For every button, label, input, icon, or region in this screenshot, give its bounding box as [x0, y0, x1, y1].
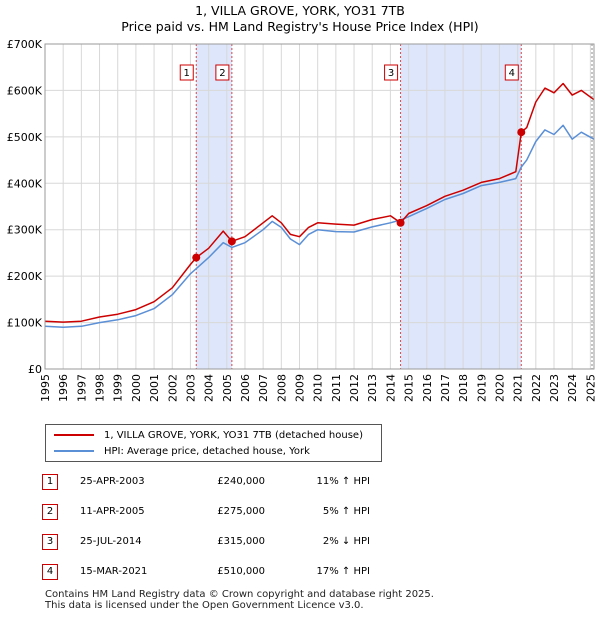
x-tick-label: 2020	[493, 374, 506, 402]
transaction-date: 25-JUL-2014	[80, 536, 142, 547]
x-tick-label: 2015	[403, 374, 416, 402]
x-tick-label: 2009	[294, 374, 307, 402]
transaction-date: 15-MAR-2021	[80, 566, 148, 577]
legend-item-property: 1, VILLA GROVE, YORK, YO31 7TB (detached…	[54, 428, 363, 442]
sale-label-number-3: 3	[388, 68, 394, 79]
sale-label-box-4	[504, 64, 519, 81]
x-tick-label: 1995	[39, 374, 52, 402]
transaction-price: £240,000	[217, 476, 265, 487]
x-tick-label: 2013	[366, 374, 379, 402]
x-tick-label: 1997	[75, 374, 88, 402]
transaction-hpi-diff: 11% ↑ HPI	[316, 476, 370, 487]
footer-licence: This data is licensed under the Open Gov…	[45, 599, 364, 611]
x-tick-label: 1998	[94, 374, 107, 402]
sale-label-box-2	[215, 64, 230, 81]
x-tick-label: 2018	[457, 374, 470, 402]
transaction-price: £315,000	[217, 536, 265, 547]
x-tick-label: 2025	[584, 374, 597, 402]
price-chart: £0 £100K £200K £300K £400K £500K £600K £700K 199…	[7, 38, 598, 402]
y-tick-label: £600K	[7, 84, 43, 97]
legend-item-hpi: HPI: Average price, detached house, York	[54, 444, 310, 458]
footer-copyright: Contains HM Land Registry data © Crown c…	[45, 589, 434, 600]
x-tick-label: 1996	[57, 374, 70, 402]
y-tick-label: £400K	[7, 177, 43, 190]
x-tick-label: 2010	[312, 374, 325, 402]
x-tick-label: 2023	[548, 374, 561, 402]
transaction-price: £275,000	[217, 506, 265, 517]
x-tick-label: 2003	[184, 374, 197, 402]
x-tick-label: 2012	[348, 374, 361, 402]
plot-frame	[44, 43, 595, 370]
transaction-date: 25-APR-2003	[80, 476, 145, 487]
chart-title-address: 1, VILLA GROVE, YORK, YO31 7TB	[195, 3, 405, 18]
footer-attribution: Contains HM Land Registry data © Crown c…	[45, 589, 434, 611]
sale-point-2	[227, 237, 236, 246]
x-tick-label: 2007	[257, 374, 270, 402]
transaction-number: 4	[42, 564, 58, 580]
x-tick-label: 2016	[421, 374, 434, 402]
x-tick-label: 2014	[384, 374, 397, 402]
transaction-row: 2 11-APR-2005 £275,000 5% ↑ HPI	[0, 504, 600, 522]
sale-label-number-4: 4	[509, 68, 515, 79]
transaction-hpi-diff: 5% ↑ HPI	[322, 506, 370, 517]
legend-swatch-hpi	[54, 450, 94, 452]
x-tick-label: 2022	[530, 374, 543, 402]
x-tick-label: 2004	[203, 374, 216, 402]
x-tick-label: 2011	[330, 374, 343, 402]
transaction-number: 1	[42, 474, 58, 490]
y-tick-label: £300K	[7, 224, 43, 237]
series-line-hpi	[44, 124, 595, 328]
sale-label-box-1	[179, 64, 194, 81]
chart-subtitle: Price paid vs. HM Land Registry's House …	[121, 19, 479, 34]
transaction-row: 4 15-MAR-2021 £510,000 17% ↑ HPI	[0, 564, 600, 582]
x-tick-label: 2005	[221, 374, 234, 402]
x-tick-label: 2021	[512, 374, 525, 402]
y-tick-label: £500K	[7, 131, 43, 144]
transaction-hpi-diff: 17% ↑ HPI	[316, 566, 370, 577]
series-line-property	[44, 82, 595, 323]
sale-label-box-3	[384, 64, 399, 81]
transaction-number: 2	[42, 504, 58, 520]
legend-label-property: 1, VILLA GROVE, YORK, YO31 7TB (detached…	[104, 429, 363, 441]
transaction-number: 3	[42, 534, 58, 550]
x-tick-label: 2024	[566, 374, 579, 402]
sale-point-4	[517, 128, 526, 137]
y-tick-label: £0	[28, 363, 42, 376]
transaction-hpi-diff: 2% ↓ HPI	[322, 536, 370, 547]
sale-label-number-2: 2	[219, 68, 225, 79]
sale-point-1	[192, 253, 201, 262]
x-tick-label: 1999	[112, 374, 125, 402]
sale-label-number-1: 1	[184, 68, 190, 79]
shaded-range-1	[196, 44, 232, 369]
x-tick-label: 2000	[130, 374, 143, 402]
legend-label-hpi: HPI: Average price, detached house, York	[104, 445, 310, 457]
legend-swatch-property	[54, 434, 94, 436]
y-tick-label: £100K	[7, 317, 43, 330]
y-tick-label: £700K	[7, 38, 43, 51]
x-tick-label: 2001	[148, 374, 161, 402]
y-tick-label: £200K	[7, 270, 43, 283]
transaction-price: £510,000	[217, 566, 265, 577]
x-tick-label: 2008	[275, 374, 288, 402]
transaction-date: 11-APR-2005	[80, 506, 145, 517]
sale-point-3	[396, 218, 405, 227]
x-tick-label: 2002	[166, 374, 179, 402]
x-tick-label: 2017	[439, 374, 452, 402]
transaction-row: 3 25-JUL-2014 £315,000 2% ↓ HPI	[0, 534, 600, 552]
x-tick-label: 2019	[475, 374, 488, 402]
transaction-row: 1 25-APR-2003 £240,000 11% ↑ HPI	[0, 474, 600, 492]
x-tick-label: 2006	[239, 374, 252, 402]
chart-legend: 1, VILLA GROVE, YORK, YO31 7TB (detached…	[45, 424, 382, 462]
shaded-range-2	[400, 44, 522, 369]
